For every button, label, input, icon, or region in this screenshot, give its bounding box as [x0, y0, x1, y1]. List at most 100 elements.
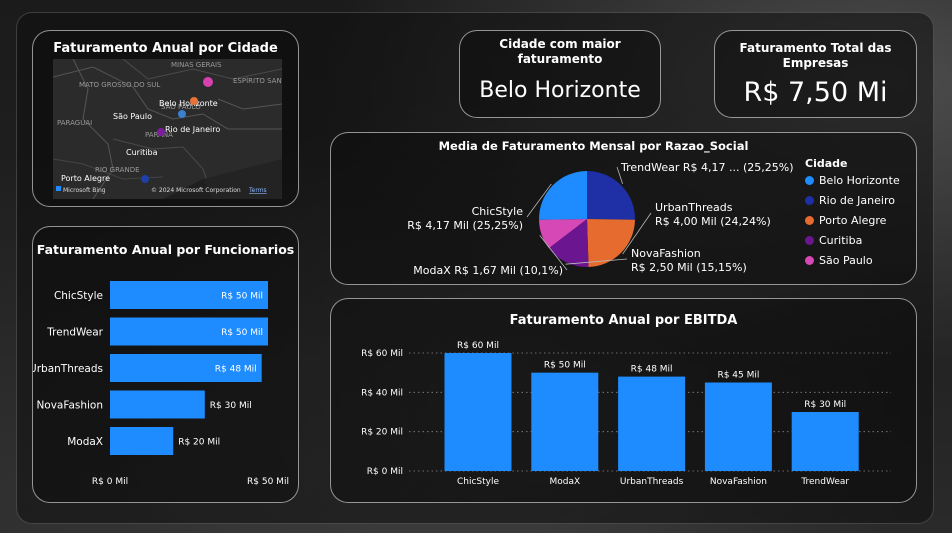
legend-label: Porto Alegre	[819, 214, 887, 227]
column-value-label: R$ 50 Mil	[544, 361, 586, 371]
hbar-value-label: R$ 30 Mil	[210, 401, 252, 411]
map-city-marker[interactable]	[190, 97, 198, 105]
column-category-label: ModaX	[549, 477, 580, 487]
pie-leader-line	[539, 235, 568, 271]
hbar-category-label: ChicStyle	[54, 290, 103, 302]
legend-item[interactable]: Porto Alegre	[805, 214, 886, 227]
column-y-tick-label: R$ 0 Mil	[367, 467, 403, 477]
legend-label: Rio de Janeiro	[819, 194, 895, 207]
legend-item[interactable]: Curitiba	[805, 234, 862, 247]
map-city-marker[interactable]	[141, 175, 149, 183]
kpi-total-title: Faturamento Total das Empresas	[739, 41, 892, 70]
pie-leader-line	[565, 258, 628, 265]
column-title: Faturamento Anual por EBITDA	[509, 313, 738, 328]
pie-data-label: R$ 4,00 Mil (24,24%)	[655, 215, 771, 228]
kpi-total-card: Faturamento Total das Empresas R$ 7,50 M…	[714, 30, 917, 118]
map-region-label: MINAS GERAIS	[171, 61, 222, 69]
pie-data-label: ChicStyle	[472, 205, 524, 218]
hbar-value-label: R$ 50 Mil	[221, 328, 263, 338]
kpi-city-title: Cidade com maior faturamento	[499, 37, 621, 66]
pie-data-label: R$ 4,17 Mil (25,25%)	[407, 219, 523, 232]
hbar-bar[interactable]	[110, 317, 268, 346]
column-bar[interactable]	[444, 353, 512, 471]
legend-dot-icon	[805, 236, 814, 245]
hbar-chart[interactable]: ChicStyle R$ 50 Mil TrendWear R$ 50 Mil Urba…	[33, 271, 300, 501]
pie-card[interactable]: Media de Faturamento Mensal por Razao_So…	[330, 132, 917, 285]
pie-slice[interactable]	[539, 171, 587, 220]
pie-data-label: TrendWear R$ 4,17 ... (25,25%)	[620, 161, 794, 174]
hbar-value-label: R$ 48 Mil	[215, 365, 257, 375]
column-y-tick-label: R$ 40 Mil	[361, 388, 403, 398]
column-card[interactable]: Faturamento Anual por EBITDA R$ 0 Mil R$ …	[330, 298, 917, 503]
hbar-bar[interactable]	[110, 281, 268, 309]
pie-data-label: R$ 2,50 Mil (15,15%)	[631, 261, 747, 274]
hbar-category-label: UrbanThreads	[33, 363, 103, 375]
pie-leader-line	[616, 166, 624, 185]
map-region-label: SÃO PAULO	[161, 102, 201, 111]
legend-label: Belo Horizonte	[819, 174, 900, 187]
column-category-label: NovaFashion	[710, 477, 767, 487]
pie-leader-line	[526, 183, 552, 218]
bing-logo-icon	[56, 186, 61, 191]
hbar-value-label: R$ 50 Mil	[221, 292, 263, 302]
map-title: Faturamento Anual por Cidade	[53, 41, 278, 56]
map-city-label: Belo Horizonte	[159, 99, 218, 108]
hbar-x-max-label: R$ 50 Mil	[247, 477, 289, 487]
column-category-label: UrbanThreads	[620, 477, 684, 487]
legend-item[interactable]: Rio de Janeiro	[805, 194, 895, 207]
bing-label: Microsoft Bing	[63, 187, 106, 194]
map-city-label: Curitiba	[126, 148, 158, 157]
hbar-card[interactable]: Faturamento Anual por Funcionarios ChicS…	[32, 226, 299, 503]
pie-leader-line	[622, 212, 652, 255]
pie-title: Media de Faturamento Mensal por Razao_So…	[438, 139, 749, 153]
pie-data-label: UrbanThreads	[655, 201, 733, 214]
kpi-city-card: Cidade com maior faturamento Belo Horizo…	[459, 30, 661, 118]
legend-item[interactable]: São Paulo	[805, 254, 873, 267]
map-terms-link[interactable]: Terms	[248, 187, 267, 194]
pie-legend-title: Cidade	[805, 157, 848, 170]
legend-dot-icon	[805, 256, 814, 265]
hbar-title: Faturamento Anual por Funcionarios	[36, 242, 295, 257]
column-value-label: R$ 48 Mil	[631, 365, 673, 375]
pie-slice[interactable]	[587, 171, 635, 220]
legend-label: Curitiba	[819, 234, 863, 247]
legend-item[interactable]: Belo Horizonte	[805, 174, 900, 187]
map-city-marker[interactable]	[178, 110, 186, 118]
pie-chart[interactable]: TrendWear R$ 4,17 ... (25,25%) UrbanThrea…	[331, 153, 801, 285]
pie-data-label: ModaX R$ 1,67 Mil (10,1%)	[413, 264, 563, 277]
column-y-tick-label: R$ 20 Mil	[361, 428, 403, 438]
pie-slice[interactable]	[539, 219, 587, 249]
column-bar[interactable]	[704, 382, 772, 472]
column-value-label: R$ 30 Mil	[804, 400, 846, 410]
map-copyright: © 2024 Microsoft Corporation	[151, 187, 241, 194]
map-city-marker[interactable]	[157, 128, 165, 136]
column-chart[interactable]: R$ 0 Mil R$ 20 Mil R$ 40 Mil R$ 60 Mil R$ 60…	[331, 339, 918, 499]
hbar-category-label: ModaX	[67, 436, 103, 448]
column-bar[interactable]	[531, 372, 599, 471]
column-y-tick-label: R$ 60 Mil	[361, 349, 403, 359]
column-value-label: R$ 45 Mil	[717, 371, 759, 381]
map-region-label: MATO GROSSO DO SUL	[79, 81, 160, 89]
pie-slice[interactable]	[548, 219, 589, 267]
column-bar[interactable]	[791, 412, 859, 471]
city-map[interactable]: MATO GROSSO DO SUL MINAS GERAIS ESPÍRITO S…	[53, 59, 282, 199]
legend-dot-icon	[805, 216, 814, 225]
kpi-city-value: Belo Horizonte	[479, 78, 641, 103]
pie-slice[interactable]	[587, 219, 635, 267]
map-region-label: ESPÍRITO SANTO	[233, 76, 282, 85]
column-value-label: R$ 60 Mil	[457, 341, 499, 351]
column-category-label: TrendWear	[800, 477, 849, 487]
map-region-label: PARAGUAI	[57, 119, 92, 127]
legend-dot-icon	[805, 196, 814, 205]
map-city-label: São Paulo	[113, 112, 152, 121]
hbar-bar[interactable]	[110, 390, 205, 419]
column-category-label: ChicStyle	[457, 477, 500, 487]
hbar-bar[interactable]	[110, 427, 174, 455]
column-bar[interactable]	[618, 376, 686, 471]
hbar-bar[interactable]	[110, 354, 262, 382]
pie-legend: Cidade Belo Horizonte Rio de Janeiro Porto…	[805, 157, 915, 282]
map-city-marker[interactable]	[203, 77, 213, 87]
kpi-total-value: R$ 7,50 Mi	[743, 77, 888, 108]
map-region-label: RIO GRANDE	[95, 166, 140, 174]
map-card[interactable]: Faturamento Anual por Cidade MATO GROSSO…	[32, 30, 299, 207]
